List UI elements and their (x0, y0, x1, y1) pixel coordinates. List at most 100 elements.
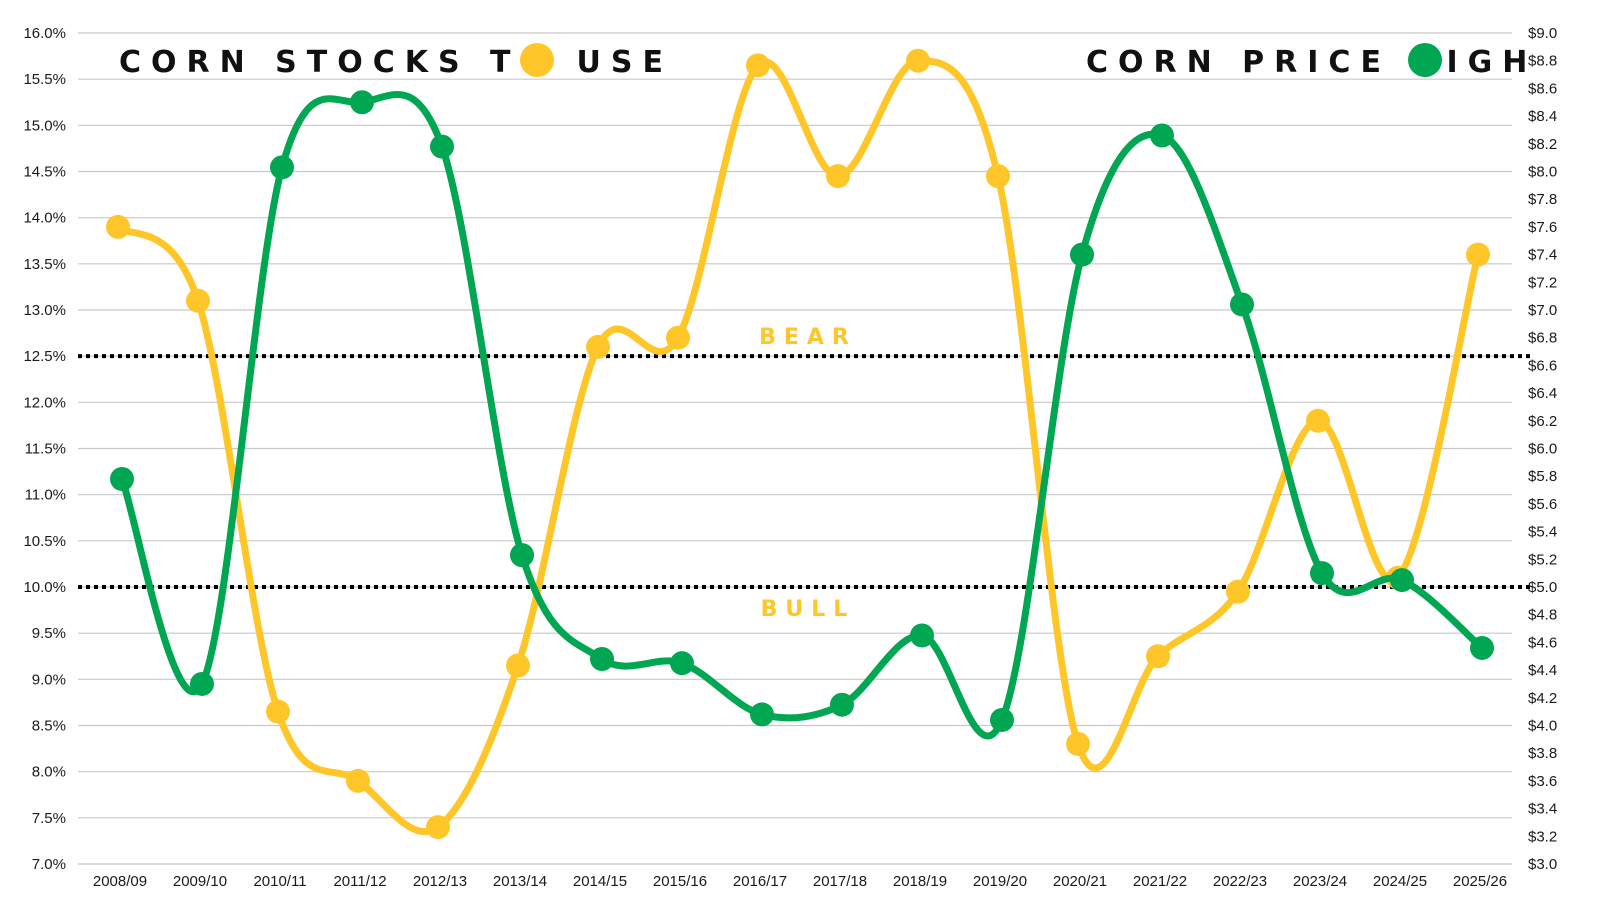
left-tick-label: 13.5% (23, 256, 66, 273)
right-tick-label: $6.0 (1528, 441, 1557, 458)
left-tick-label: 9.5% (32, 625, 66, 642)
right-tick-label: $3.2 (1528, 828, 1557, 845)
data-point-price-high (1390, 568, 1414, 593)
left-tick-label: 10.0% (23, 579, 66, 596)
x-tick-label: 2024/25 (1373, 873, 1427, 890)
data-point-stocks-to-use (426, 815, 450, 840)
data-point-stocks-to-use (1146, 644, 1170, 669)
left-tick-label: 11.5% (25, 441, 66, 458)
right-tick-label: $7.2 (1528, 274, 1557, 291)
legend-label-price-high: CORN PRICE HIGH (1086, 45, 1537, 80)
left-tick-label: 15.5% (23, 71, 66, 88)
left-tick-label: 14.0% (23, 210, 66, 227)
x-tick-label: 2021/22 (1133, 873, 1187, 890)
left-tick-label: 16.0% (23, 25, 66, 42)
data-point-stocks-to-use (266, 699, 290, 724)
right-tick-label: $4.2 (1528, 690, 1557, 707)
left-tick-label: 14.5% (23, 164, 66, 181)
x-tick-label: 2014/15 (573, 873, 627, 890)
left-axis: 7.0% 7.5% 8.0% 8.5% 9.0% 9.5% 10.0% 10.5% 11.0% 1… (23, 25, 66, 873)
x-tick-label: 2020/21 (1053, 873, 1107, 890)
data-point-stocks-to-use (506, 653, 530, 678)
legend-marker-stocks-to-use (520, 43, 554, 77)
x-tick-label: 2022/23 (1213, 873, 1267, 890)
zone-label-bear: BEAR (759, 325, 857, 350)
series-line-price-high (118, 90, 1486, 740)
right-axis: $3.0 $3.2 $3.4 $3.6 $3.8 $4.0 $4.2 $4.4 $4.6 $4.8… (1528, 25, 1557, 873)
right-tick-label: $5.4 (1528, 524, 1557, 541)
data-point-price-high (350, 90, 374, 115)
data-point-price-high (1070, 242, 1094, 267)
right-tick-label: $7.6 (1528, 219, 1557, 236)
x-tick-label: 2025/26 (1453, 873, 1507, 890)
data-point-price-high (510, 543, 534, 568)
right-tick-label: $7.4 (1528, 247, 1557, 264)
data-point-stocks-to-use (906, 48, 930, 73)
data-point-stocks-to-use (826, 164, 850, 189)
x-tick-label: 2012/13 (413, 873, 467, 890)
right-tick-label: $3.8 (1528, 745, 1557, 762)
right-tick-label: $8.4 (1528, 108, 1557, 125)
data-point-price-high (1230, 292, 1254, 317)
left-tick-label: 12.5% (23, 348, 66, 365)
x-tick-label: 2017/18 (813, 873, 867, 890)
left-tick-label: 7.0% (32, 856, 66, 873)
right-tick-label: $4.8 (1528, 607, 1557, 624)
data-point-price-high (830, 692, 854, 717)
data-point-stocks-to-use (346, 768, 370, 793)
left-tick-label: 12.0% (23, 394, 66, 411)
right-tick-label: $6.2 (1528, 413, 1557, 430)
right-tick-label: $7.0 (1528, 302, 1557, 319)
right-tick-label: $4.4 (1528, 662, 1557, 679)
left-tick-label: 9.0% (32, 671, 66, 688)
data-point-stocks-to-use (1226, 579, 1250, 604)
x-tick-label: 2023/24 (1293, 873, 1347, 890)
data-point-price-high (110, 466, 134, 491)
right-tick-label: $8.6 (1528, 80, 1557, 97)
zone-label-bull: BULL (761, 597, 856, 622)
data-point-price-high (990, 707, 1014, 732)
right-tick-label: $8.2 (1528, 136, 1557, 153)
x-tick-label: 2016/17 (733, 873, 787, 890)
right-tick-label: $4.6 (1528, 634, 1557, 651)
right-tick-label: $6.4 (1528, 385, 1557, 402)
right-tick-label: $3.4 (1528, 801, 1557, 818)
data-point-price-high (270, 155, 294, 180)
data-point-stocks-to-use (186, 288, 210, 313)
data-point-price-high (590, 647, 614, 672)
left-tick-label: 13.0% (23, 302, 66, 319)
right-tick-label: $8.8 (1528, 53, 1557, 70)
x-tick-label: 2011/12 (333, 873, 386, 890)
data-point-stocks-to-use (1466, 242, 1490, 267)
left-tick-label: 8.5% (32, 718, 66, 735)
data-point-stocks-to-use (746, 53, 770, 78)
data-point-stocks-to-use (106, 214, 130, 239)
data-point-stocks-to-use (666, 325, 690, 350)
right-tick-label: $4.0 (1528, 718, 1557, 735)
x-tick-label: 2009/10 (173, 873, 227, 890)
data-point-price-high (1310, 561, 1334, 586)
x-tick-label: 2018/19 (893, 873, 947, 890)
data-point-price-high (430, 134, 454, 159)
x-tick-label: 2019/20 (973, 873, 1027, 890)
left-tick-label: 10.5% (23, 533, 66, 550)
reference-lines: BEAR BULL (78, 325, 1530, 622)
right-tick-label: $9.0 (1528, 25, 1557, 42)
x-tick-label: 2015/16 (653, 873, 707, 890)
x-tick-label: 2008/09 (93, 873, 147, 890)
right-tick-label: $5.6 (1528, 496, 1557, 513)
data-point-stocks-to-use (1306, 408, 1330, 433)
right-tick-label: $5.2 (1528, 551, 1557, 568)
data-point-price-high (670, 651, 694, 676)
legend: CORN STOCKS TO USE CORN PRICE HIGH (119, 43, 1537, 80)
data-point-price-high (910, 623, 934, 648)
data-point-price-high (750, 702, 774, 727)
right-tick-label: $3.6 (1528, 773, 1557, 790)
data-point-price-high (1150, 123, 1174, 148)
left-tick-label: 8.0% (32, 764, 66, 781)
left-tick-label: 15.0% (23, 117, 66, 134)
data-point-stocks-to-use (586, 334, 610, 359)
legend-marker-price-high (1408, 43, 1442, 77)
right-tick-label: $8.0 (1528, 164, 1557, 181)
